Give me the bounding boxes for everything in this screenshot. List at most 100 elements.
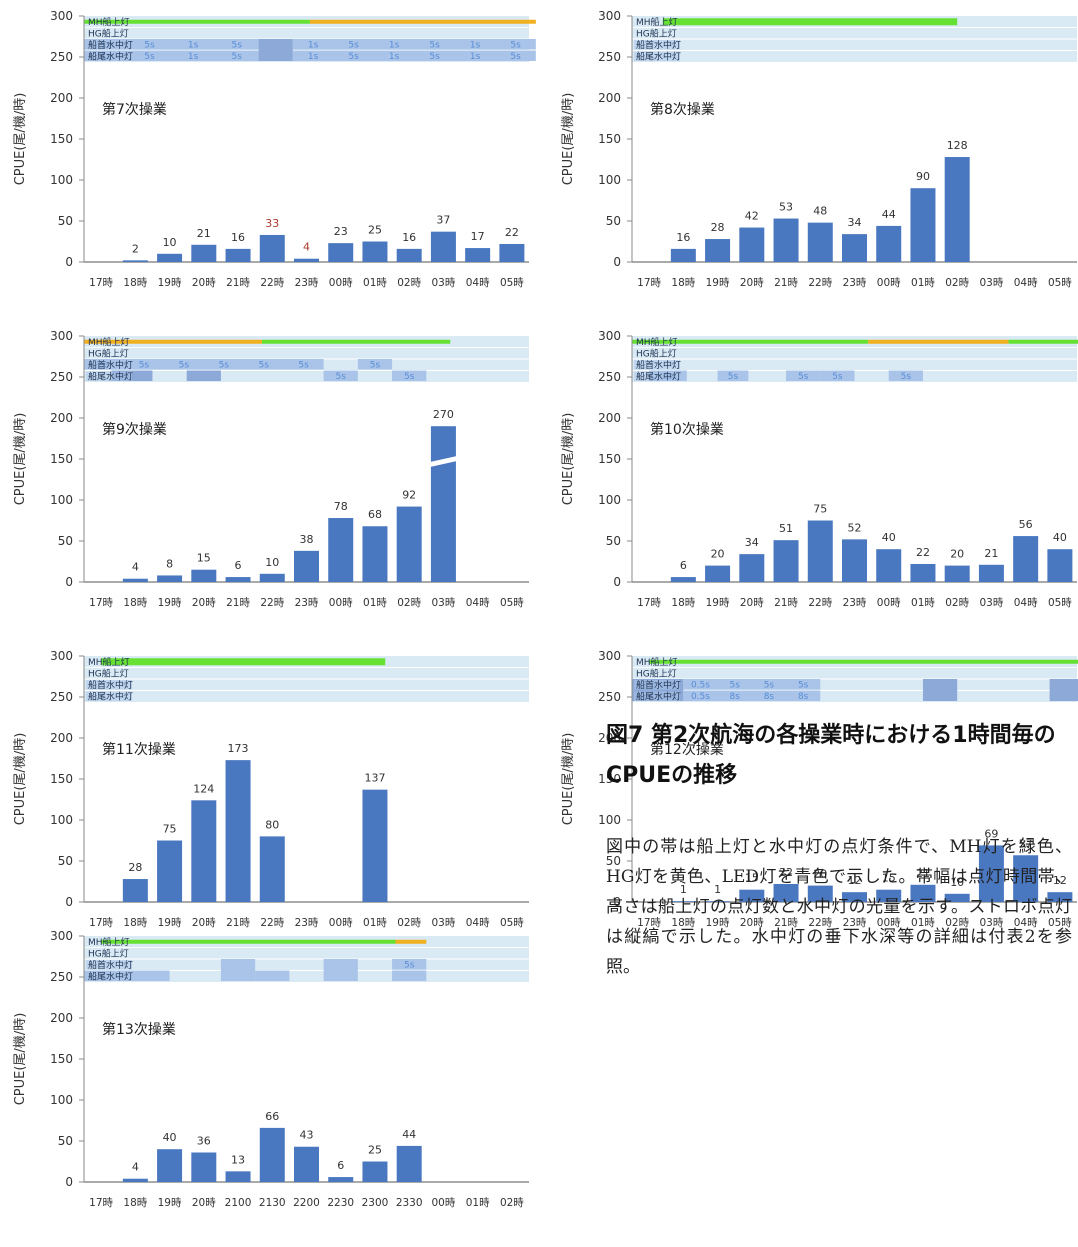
strobe-label: 5s [370, 361, 381, 371]
x-tick-label: 21時 [774, 277, 798, 289]
data-label: 4 [132, 561, 139, 574]
strobe-label: 5s [348, 41, 359, 51]
data-label: 22 [505, 226, 519, 239]
data-label: 4 [303, 241, 310, 254]
data-label: 44 [402, 1128, 416, 1141]
y-tick-label: 150 [50, 452, 73, 466]
led-light-cell [683, 679, 821, 690]
strobe-label: 5s [764, 681, 775, 691]
bar [430, 231, 456, 262]
x-tick-label: 17時 [89, 917, 113, 929]
x-tick-label: 18時 [671, 917, 695, 929]
data-label: 33 [265, 217, 279, 230]
y-tick-label: 250 [50, 370, 73, 384]
data-label: 15 [197, 552, 211, 565]
led-light-cell [357, 359, 393, 370]
bar [157, 575, 183, 582]
led-light-cell [84, 50, 259, 61]
strobe-label: 5s [832, 372, 843, 382]
data-label: 75 [813, 503, 827, 516]
y-tick-label: 100 [50, 493, 73, 507]
data-label: 78 [334, 500, 348, 513]
x-tick-label: 22時 [808, 917, 832, 929]
data-label: 28 [711, 221, 725, 234]
bar [191, 800, 217, 902]
row-label-bg [86, 51, 132, 61]
x-tick-label: 05時 [500, 597, 524, 609]
strobe-label: 5s [179, 361, 190, 371]
y-tick-label: 200 [598, 731, 621, 745]
led-light-cell [392, 959, 427, 970]
x-tick-label: 00時 [877, 597, 901, 609]
bar [876, 549, 902, 582]
y-tick-label: 200 [50, 1011, 73, 1025]
x-tick-label: 03時 [431, 597, 455, 609]
y-tick-label: 50 [58, 534, 73, 548]
bar [122, 578, 148, 582]
data-label: 8 [166, 557, 173, 570]
light-row-label: 船首水中灯 [636, 679, 681, 691]
x-tick-label: 20時 [740, 597, 764, 609]
chart-op8: MH船上灯 HG船上灯 船首水中灯 船尾水中灯 0 50 100 150 200 250 300 CP… [552, 2, 1078, 322]
x-tick-label: 05時 [500, 277, 524, 289]
chart-op7: 1s5s1s5s1s5s1s5s1s5s1s5s1s5s1s5s1s5s1s5s… [4, 2, 536, 322]
x-tick-label: 05時 [500, 917, 524, 929]
x-tick-label: 03時 [979, 917, 1003, 929]
bar [705, 239, 731, 262]
x-tick-label: 22時 [260, 277, 284, 289]
data-label: 69 [984, 827, 998, 840]
x-tick-label: 02時 [945, 597, 969, 609]
chart-op10: 5s5s5s5s5sMH船上灯HG船上灯船首水中灯船尾水中灯0501001502… [552, 322, 1078, 642]
bar [739, 227, 765, 262]
data-label: 6 [235, 559, 242, 572]
led-light-cell [220, 959, 256, 981]
led-light-cell [84, 39, 259, 50]
figure-title: 図7 第2次航海の各操業時における1時間毎のCPUEの推移 [606, 723, 1056, 788]
y-tick-label: 300 [598, 9, 621, 23]
x-tick-label: 19時 [706, 917, 730, 929]
light-row-label: MH船上灯 [88, 336, 130, 348]
bar [294, 1146, 319, 1182]
data-label: 124 [193, 782, 214, 795]
data-label: 15 [882, 872, 896, 885]
bar [225, 577, 251, 582]
x-tick-label: 23時 [843, 917, 867, 929]
y-tick-label: 250 [50, 690, 73, 704]
y-tick-label: 250 [598, 690, 621, 704]
strobe-label: 5s [336, 372, 347, 382]
x-tick-label: 01時 [911, 277, 935, 289]
bar [122, 1178, 148, 1182]
y-tick-label: 50 [58, 214, 73, 228]
bar [328, 1177, 354, 1182]
y-tick-label: 150 [50, 772, 73, 786]
strobe-label: 8s [764, 692, 775, 702]
strobe-label: 5s [144, 41, 155, 51]
data-label: 6 [337, 1159, 344, 1172]
bar [157, 1149, 183, 1182]
strobe-label: 5s [232, 41, 243, 51]
light-row-label: 船尾水中灯 [88, 370, 133, 382]
light-row-label: HG船上灯 [636, 27, 677, 39]
data-label: 40 [882, 531, 896, 544]
row-label-bg [86, 971, 132, 981]
light-row-label: 船首水中灯 [88, 359, 133, 371]
data-label: 270 [433, 408, 454, 421]
bar [396, 248, 422, 262]
row-label-bg [634, 51, 680, 61]
bar [499, 243, 525, 262]
y-tick-label: 150 [598, 452, 621, 466]
bar [259, 234, 285, 262]
x-tick-label: 18時 [123, 917, 147, 929]
led-light-cell [84, 359, 324, 370]
x-tick-label: 18時 [123, 1197, 147, 1209]
x-tick-label: 17時 [637, 277, 661, 289]
led-light-cell [786, 370, 821, 381]
x-tick-label: 23時 [295, 277, 319, 289]
y-tick-label: 50 [58, 854, 73, 868]
x-tick-label: 23時 [295, 597, 319, 609]
data-label: 53 [779, 201, 793, 214]
light-row-label: MH船上灯 [88, 16, 130, 28]
x-tick-label: 21時 [774, 597, 798, 609]
strobe-label: 0.5s [691, 681, 710, 691]
y-axis-title: CPUE(尾/機/時) [561, 413, 576, 506]
